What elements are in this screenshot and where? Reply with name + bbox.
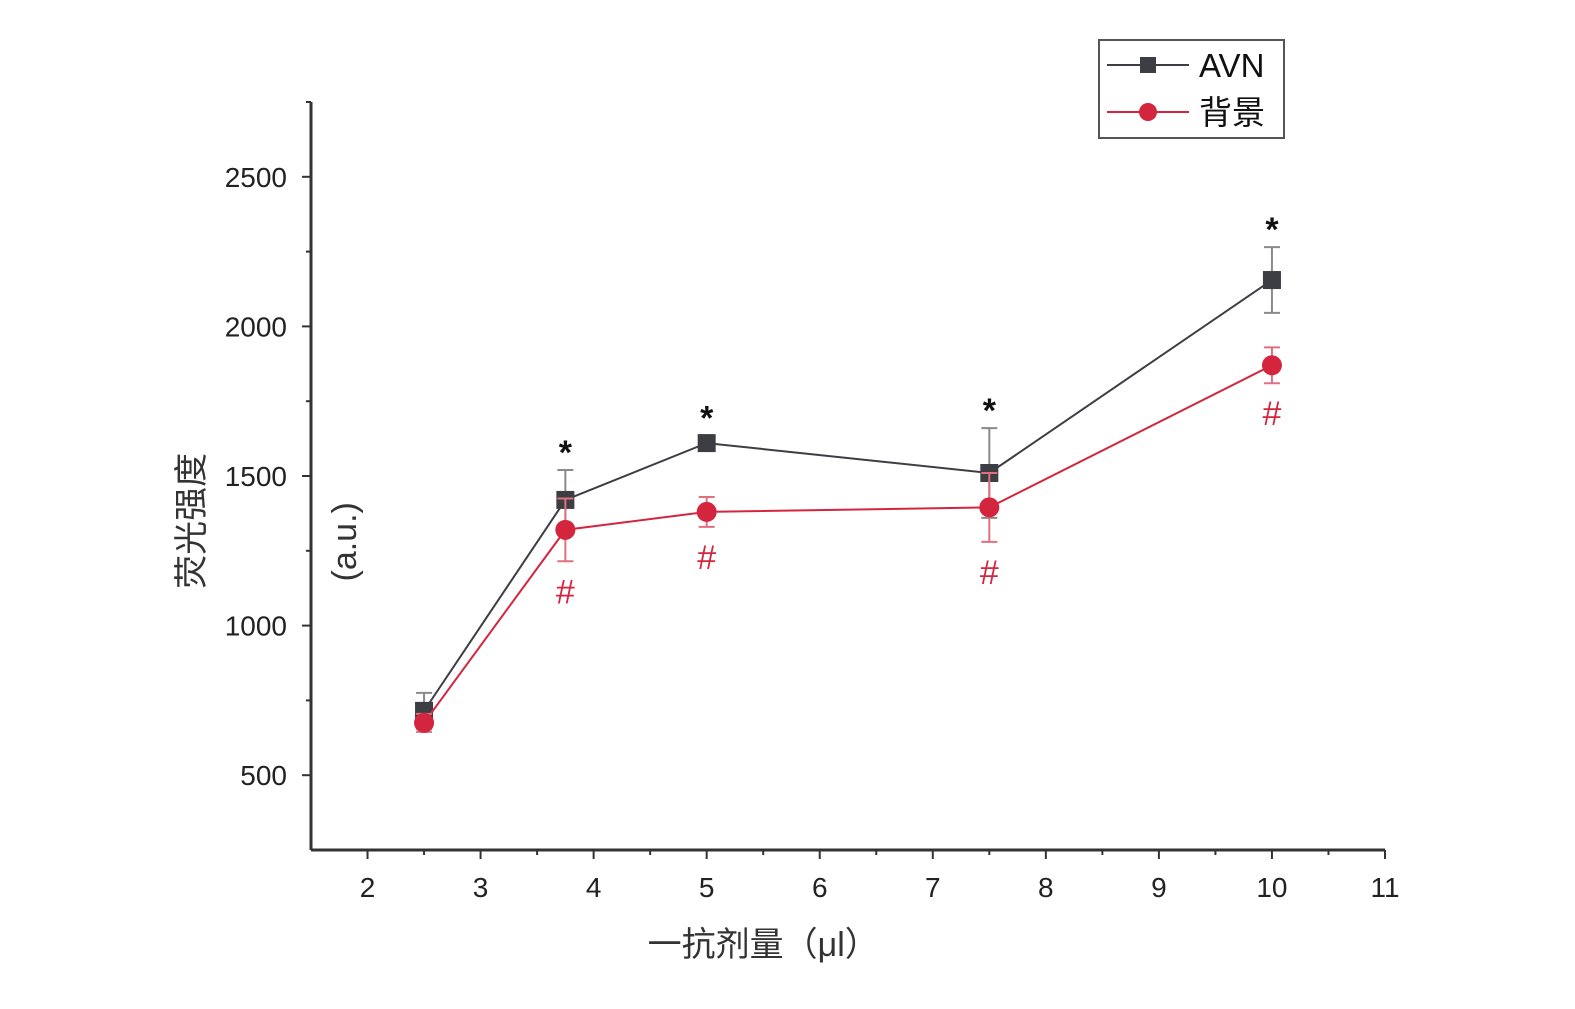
- significance-mark-avn: *: [559, 434, 573, 472]
- series-line-avn: [423, 279, 1273, 712]
- data-point-background: [414, 712, 435, 733]
- y-axis-title: 荧光强度: [173, 453, 211, 589]
- x-tick-label: 3: [473, 872, 489, 903]
- significance-mark-avn: *: [983, 392, 997, 430]
- x-tick-label: 5: [699, 872, 715, 903]
- axes: [309, 102, 1385, 852]
- legend-marker-background: [1139, 103, 1157, 121]
- y-axis-unit: (a.u.): [326, 502, 364, 581]
- significance-mark-avn: *: [1265, 211, 1279, 249]
- significance-mark-background: #: [1262, 395, 1281, 433]
- significance-mark-background: #: [697, 539, 716, 577]
- y-ticks: 500 1000 1500 2000 2500: [225, 101, 311, 791]
- x-tick-label: 6: [812, 872, 828, 903]
- legend-label-avn: AVN: [1199, 47, 1264, 84]
- series: * * * * # # # #: [414, 211, 1282, 733]
- y-tick-label: 2500: [225, 162, 287, 193]
- y-tick-label: 1000: [225, 611, 287, 642]
- y-tick-label: 2000: [225, 311, 287, 342]
- data-point-background: [696, 501, 717, 522]
- x-tick-label: 2: [360, 872, 376, 903]
- x-tick-label: 8: [1038, 872, 1054, 903]
- data-point-background: [555, 519, 576, 540]
- significance-mark-background: #: [556, 573, 575, 611]
- y-tick-label: 500: [240, 760, 287, 791]
- x-axis-title: 一抗剂量（μl）: [648, 926, 879, 964]
- x-tick-label: 7: [925, 872, 941, 903]
- significance-mark-avn: *: [700, 400, 714, 438]
- x-tick-label: 4: [586, 872, 602, 903]
- data-point-background: [1261, 355, 1282, 376]
- significance-mark-background: #: [980, 554, 999, 592]
- data-point-background: [979, 497, 1000, 518]
- legend: AVN 背景: [1098, 39, 1285, 139]
- data-point-avn: [1262, 271, 1281, 290]
- series-avn: * * * *: [415, 211, 1281, 730]
- x-tick-label: 9: [1151, 872, 1167, 903]
- x-ticks: 2 3 4 5 6 7 8 9 10 11: [360, 850, 1400, 903]
- x-tick-label: 11: [1370, 872, 1399, 903]
- x-tick-label: 10: [1256, 872, 1287, 903]
- y-tick-label: 1500: [225, 461, 287, 492]
- series-line-background: [423, 364, 1273, 724]
- data-point-avn: [697, 434, 716, 453]
- legend-marker-avn: [1140, 57, 1156, 73]
- legend-label-background: 背景: [1199, 94, 1265, 131]
- legend-box: [1098, 39, 1285, 139]
- series-background: # # # #: [414, 346, 1282, 733]
